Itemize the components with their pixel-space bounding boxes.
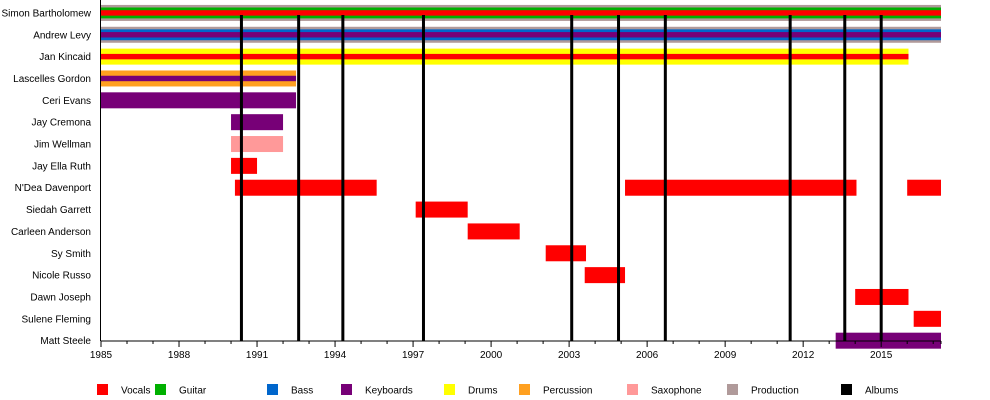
member-name: Jay Ella Ruth [32, 161, 91, 172]
legend-swatch-albums [841, 384, 852, 395]
tick-label: 1988 [168, 350, 191, 361]
bar-vocals [625, 179, 857, 196]
member-name: Jim Wellman [34, 140, 91, 151]
legend-label-drums: Drums [468, 386, 497, 397]
member-labels: Simon Bartholomew Andrew Levy Jan Kincaid L… [2, 8, 92, 347]
legend-swatch-saxophone [627, 384, 638, 395]
member-name: Sy Smith [51, 249, 91, 260]
bar-keyboards [231, 114, 284, 131]
legend-swatch-production [727, 384, 738, 395]
bar-vocals [907, 179, 941, 196]
legend-label-percussion: Percussion [543, 386, 592, 397]
bar-keyboards [101, 75, 297, 82]
legend-label-albums: Albums [865, 386, 898, 397]
member-name: Lascelles Gordon [13, 74, 91, 85]
album-line [879, 15, 883, 341]
legend-label-keyboards: Keyboards [365, 386, 413, 397]
legend-label-vocals: Vocals [121, 386, 150, 397]
tick-label: 2006 [636, 350, 659, 361]
bar-vocals [415, 201, 468, 218]
member-name: Ceri Evans [42, 96, 91, 107]
legend-label-saxophone: Saxophone [651, 386, 702, 397]
bar-vocals [913, 310, 941, 327]
tick-label: 1985 [90, 350, 113, 361]
legend-swatch-vocals [97, 384, 108, 395]
member-name: Matt Steele [40, 336, 91, 347]
legend-swatch-percussion [519, 384, 530, 395]
bar-vocals [234, 179, 377, 196]
legend-swatch-guitar [155, 384, 166, 395]
member-name: Jan Kincaid [39, 52, 91, 63]
bar-vocals [584, 267, 626, 284]
bar-vocals [101, 53, 909, 60]
member-name: Simon Bartholomew [2, 8, 92, 19]
member-name: Carleen Anderson [11, 227, 91, 238]
tick-label: 2009 [714, 350, 737, 361]
bar-vocals [101, 10, 941, 16]
tick-label: 2000 [480, 350, 503, 361]
album-line [570, 15, 574, 341]
tick-label: 2012 [792, 350, 815, 361]
album-line [663, 15, 667, 341]
member-name: Nicole Russo [32, 271, 91, 282]
bar-vocals [545, 245, 587, 262]
member-name: Andrew Levy [33, 30, 91, 41]
legend-label-bass: Bass [291, 386, 313, 397]
legend-swatch-keyboards [341, 384, 352, 395]
legend: Vocals Guitar Bass Keyboards Drums Percussion… [97, 384, 898, 397]
member-name: Jay Cremona [32, 118, 92, 129]
album-line [788, 15, 792, 341]
album-line [617, 15, 621, 341]
bar-keyboards [101, 32, 941, 38]
legend-label-guitar: Guitar [179, 386, 207, 397]
album-line [341, 15, 345, 341]
x-axis: 1985 1988 1991 1994 1997 2000 2003 2006 2009 2012… [90, 0, 942, 361]
album-line [297, 15, 301, 341]
tick-label: 1997 [402, 350, 425, 361]
legend-swatch-drums [444, 384, 455, 395]
album-line [843, 15, 847, 341]
bar-keyboards [101, 92, 297, 109]
tick-label: 2003 [558, 350, 581, 361]
member-name: Sulene Fleming [22, 314, 91, 325]
album-line [421, 15, 425, 341]
member-name: N'Dea Davenport [15, 183, 92, 194]
bar-vocals [231, 157, 258, 174]
member-name: Siedah Garrett [26, 205, 91, 216]
bar-saxophone [231, 136, 284, 153]
bar-vocals [467, 223, 520, 240]
member-name: Dawn Joseph [30, 292, 91, 303]
album-lines [239, 15, 883, 341]
tick-label: 1994 [324, 350, 347, 361]
legend-swatch-bass [267, 384, 278, 395]
tick-label: 1991 [246, 350, 269, 361]
legend-label-production: Production [751, 386, 799, 397]
album-line [239, 15, 243, 341]
tick-label: 2015 [870, 350, 893, 361]
member-bars [101, 4, 941, 349]
